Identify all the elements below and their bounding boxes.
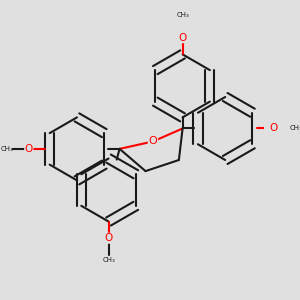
Text: O: O [178,33,187,43]
Text: O: O [25,144,33,154]
Text: CH₃: CH₃ [289,125,300,131]
Text: CH₃: CH₃ [0,146,13,152]
Text: O: O [148,136,157,146]
Text: CH₃: CH₃ [102,257,115,263]
Text: O: O [269,124,278,134]
Text: O: O [104,233,113,243]
Text: CH₃: CH₃ [176,13,189,19]
